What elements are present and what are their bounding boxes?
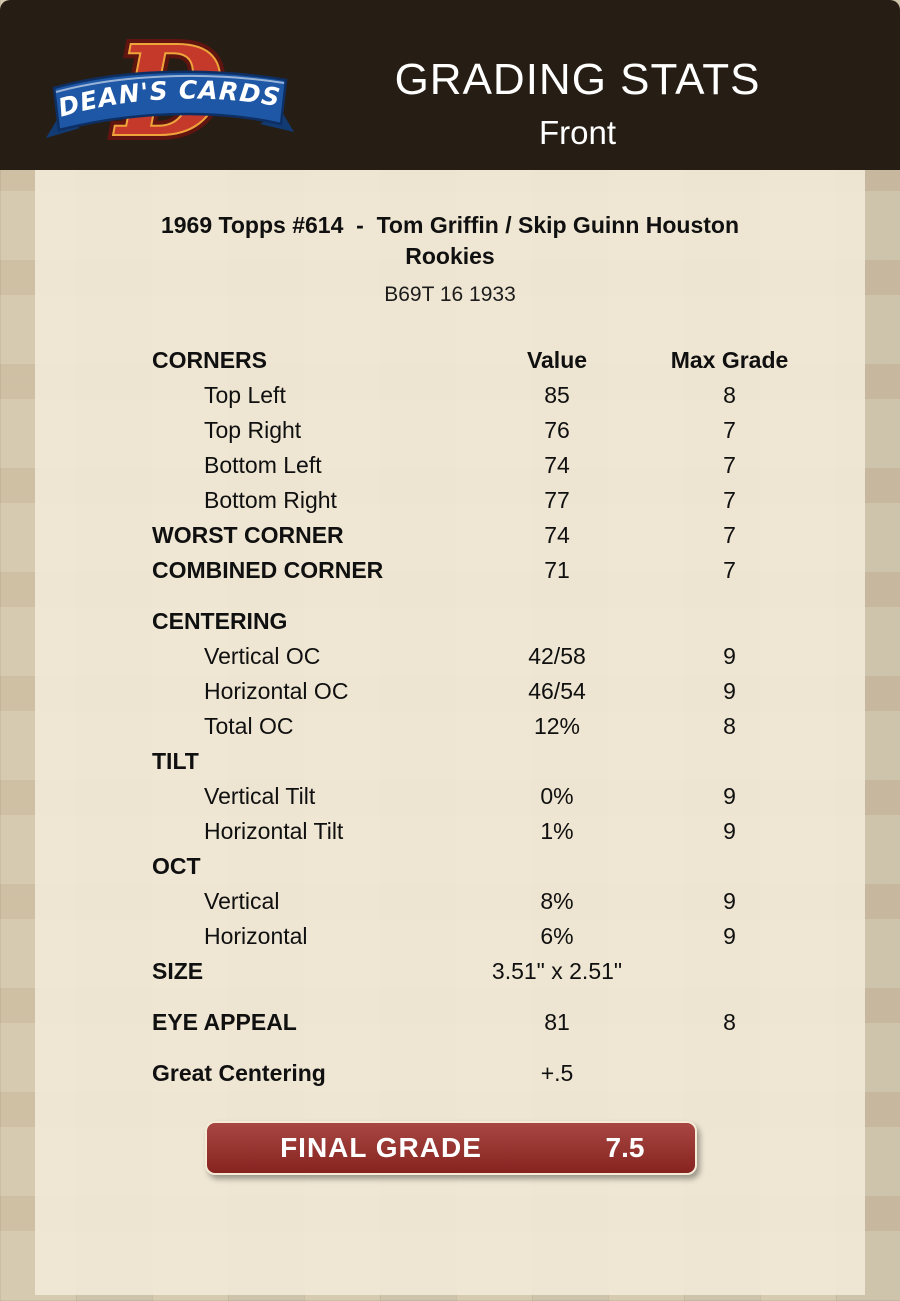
row-value: 74 bbox=[544, 522, 570, 548]
row-value: 71 bbox=[544, 557, 570, 583]
row-tilt-header: TILT bbox=[35, 744, 865, 779]
row-max-grade: 7 bbox=[723, 522, 736, 548]
row-value: 0% bbox=[540, 783, 574, 809]
card-title-line1: 1969 Topps #614 - Tom Griffin / Skip Gui… bbox=[160, 212, 740, 238]
row-corners-header: CORNERS Value Max Grade bbox=[35, 343, 865, 378]
row-label: WORST CORNER bbox=[152, 522, 344, 548]
row-value: 77 bbox=[544, 487, 570, 513]
row-bottom-left: Bottom Left 74 7 bbox=[35, 448, 865, 483]
column-header-value: Value bbox=[526, 347, 588, 373]
row-value: +.5 bbox=[540, 1060, 574, 1086]
row-value: 81 bbox=[544, 1009, 570, 1035]
row-total-oc: Total OC 12% 8 bbox=[35, 709, 865, 744]
section-label: OCT bbox=[152, 853, 201, 879]
card-code: B69T 16 1933 bbox=[384, 283, 516, 306]
deans-cards-logo: D D DEAN'S CARDS bbox=[46, 22, 294, 160]
row-max-grade: 9 bbox=[723, 643, 736, 669]
row-centering-header: CENTERING bbox=[35, 604, 865, 639]
row-max-grade: 7 bbox=[723, 487, 736, 513]
row-label: EYE APPEAL bbox=[152, 1009, 297, 1035]
row-label: Top Right bbox=[204, 417, 302, 443]
row-value: 85 bbox=[544, 382, 570, 408]
row-oct-header: OCT bbox=[35, 849, 865, 884]
row-bottom-right: Bottom Right 77 7 bbox=[35, 483, 865, 518]
row-label: Total OC bbox=[204, 713, 294, 739]
row-label: Bottom Left bbox=[204, 452, 322, 478]
section-label: TILT bbox=[152, 748, 199, 774]
row-label: Vertical Tilt bbox=[204, 783, 316, 809]
final-grade-label: FINAL GRADE bbox=[280, 1132, 482, 1163]
row-value: 8% bbox=[540, 888, 574, 914]
row-value: 74 bbox=[544, 452, 570, 478]
header-bar: D D DEAN'S CARDS GRADING STATS Front bbox=[0, 0, 900, 170]
logo-ribbon bbox=[52, 70, 288, 132]
row-max-grade: 7 bbox=[723, 417, 736, 443]
row-max-grade: 9 bbox=[723, 888, 736, 914]
row-value: 42/58 bbox=[528, 643, 586, 669]
final-grade-value: 7.5 bbox=[605, 1132, 645, 1163]
row-size: SIZE 3.51" x 2.51" bbox=[35, 954, 865, 989]
row-value: 76 bbox=[544, 417, 570, 443]
row-label: Vertical bbox=[204, 888, 280, 914]
row-combined-corner: COMBINED CORNER 71 7 bbox=[35, 553, 865, 588]
row-label: Horizontal Tilt bbox=[204, 818, 344, 844]
row-max-grade: 8 bbox=[723, 713, 736, 739]
row-label: Vertical OC bbox=[204, 643, 321, 669]
row-value: 1% bbox=[540, 818, 574, 844]
header-text-block: GRADING STATS Front bbox=[265, 55, 890, 151]
row-max-grade: 9 bbox=[723, 818, 736, 844]
row-eye-appeal: EYE APPEAL 81 8 bbox=[35, 1005, 865, 1040]
row-top-right: Top Right 76 7 bbox=[35, 413, 865, 448]
row-max-grade: 7 bbox=[723, 452, 736, 478]
row-max-grade: 9 bbox=[723, 783, 736, 809]
row-vertical-tilt: Vertical Tilt 0% 9 bbox=[35, 779, 865, 814]
row-max-grade: 7 bbox=[723, 557, 736, 583]
row-label: Horizontal OC bbox=[204, 678, 349, 704]
section-label: CORNERS bbox=[152, 347, 268, 373]
row-label: COMBINED CORNER bbox=[152, 557, 384, 583]
row-vertical-oc: Vertical OC 42/58 9 bbox=[35, 639, 865, 674]
row-oct-vertical: Vertical 8% 9 bbox=[35, 884, 865, 919]
row-label: Great Centering bbox=[152, 1060, 326, 1086]
row-max-grade: 8 bbox=[723, 382, 736, 408]
row-label: Horizontal bbox=[204, 923, 308, 949]
row-value: 6% bbox=[540, 923, 574, 949]
row-value: 12% bbox=[533, 713, 581, 739]
row-top-left: Top Left 85 8 bbox=[35, 378, 865, 413]
content-panel: 1969 Topps #614 - Tom Griffin / Skip Gui… bbox=[35, 170, 865, 1295]
row-max-grade: 8 bbox=[723, 1009, 736, 1035]
row-label: Bottom Right bbox=[204, 487, 337, 513]
page-subtitle: Front bbox=[538, 114, 617, 151]
column-header-max-grade: Max Grade bbox=[670, 347, 789, 373]
card-title-line2: Rookies bbox=[405, 243, 495, 269]
grading-table: CORNERS Value Max Grade Top Left 85 8 To… bbox=[35, 343, 865, 1091]
row-label: SIZE bbox=[152, 958, 204, 984]
row-horizontal-oc: Horizontal OC 46/54 9 bbox=[35, 674, 865, 709]
row-oct-horizontal: Horizontal 6% 9 bbox=[35, 919, 865, 954]
row-label: Top Left bbox=[204, 382, 286, 408]
final-grade-badge: FINAL GRADE 7.5 bbox=[205, 1121, 697, 1175]
card-title: 1969 Topps #614 - Tom Griffin / Skip Gui… bbox=[35, 210, 865, 272]
row-worst-corner: WORST CORNER 74 7 bbox=[35, 518, 865, 553]
row-value: 46/54 bbox=[528, 678, 586, 704]
row-great-centering: Great Centering +.5 bbox=[35, 1056, 865, 1091]
row-horizontal-tilt: Horizontal Tilt 1% 9 bbox=[35, 814, 865, 849]
row-value: 3.51" x 2.51" bbox=[491, 958, 623, 984]
row-max-grade: 9 bbox=[723, 678, 736, 704]
row-max-grade: 9 bbox=[723, 923, 736, 949]
section-label: CENTERING bbox=[152, 608, 288, 634]
page-title: GRADING STATS bbox=[394, 55, 761, 104]
logo-ribbon-highlight bbox=[55, 74, 285, 93]
